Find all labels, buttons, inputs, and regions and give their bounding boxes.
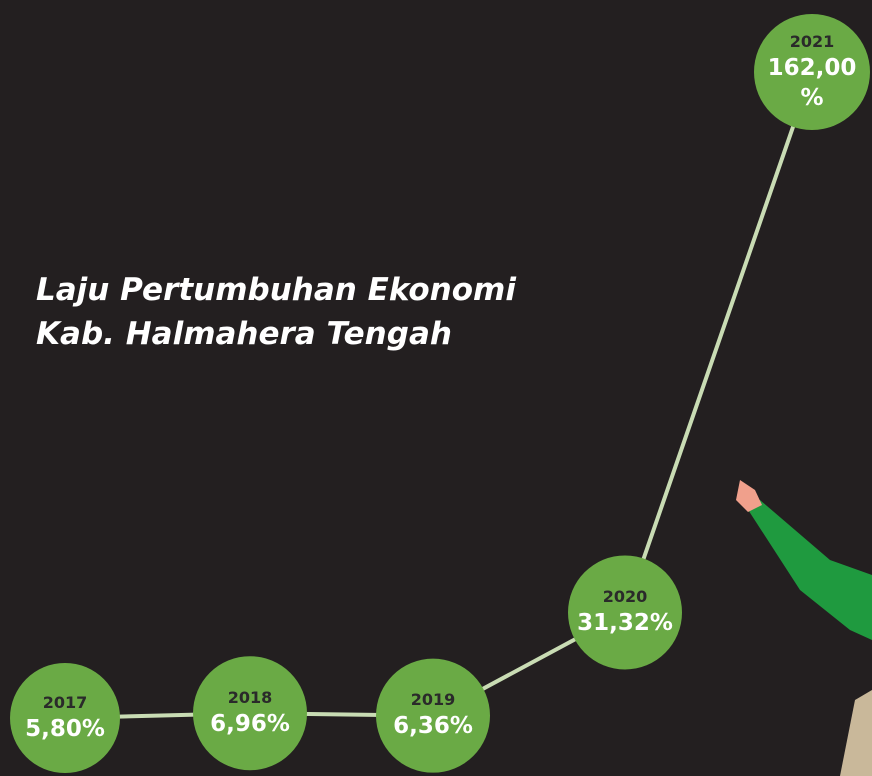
data-point-label: 2018 6,96% (194, 688, 306, 739)
year-label: 2019 (377, 690, 489, 709)
value-label: 6,96% (194, 709, 306, 739)
chart-title: Laju Pertumbuhan Ekonomi Kab. Halmahera … (36, 268, 516, 356)
data-point-label: 2019 6,36% (377, 690, 489, 741)
arm (745, 500, 872, 640)
value-label: 5,80% (9, 714, 121, 744)
year-label: 2017 (9, 693, 121, 712)
data-point-label: 2021 162,00 % (756, 32, 868, 113)
year-label: 2020 (569, 587, 681, 606)
value-label: 31,32% (569, 608, 681, 638)
data-point-label: 2020 31,32% (569, 587, 681, 638)
year-label: 2021 (756, 32, 868, 51)
chart (0, 0, 872, 776)
body (840, 690, 872, 776)
presenter-figure (736, 480, 872, 776)
year-label: 2018 (194, 688, 306, 707)
line (65, 72, 812, 718)
value-label: 162,00 % (756, 53, 868, 113)
data-point-label: 2017 5,80% (9, 693, 121, 744)
page: {"chart_data": {"type": "line", "title":… (0, 0, 872, 776)
value-label: 6,36% (377, 711, 489, 741)
